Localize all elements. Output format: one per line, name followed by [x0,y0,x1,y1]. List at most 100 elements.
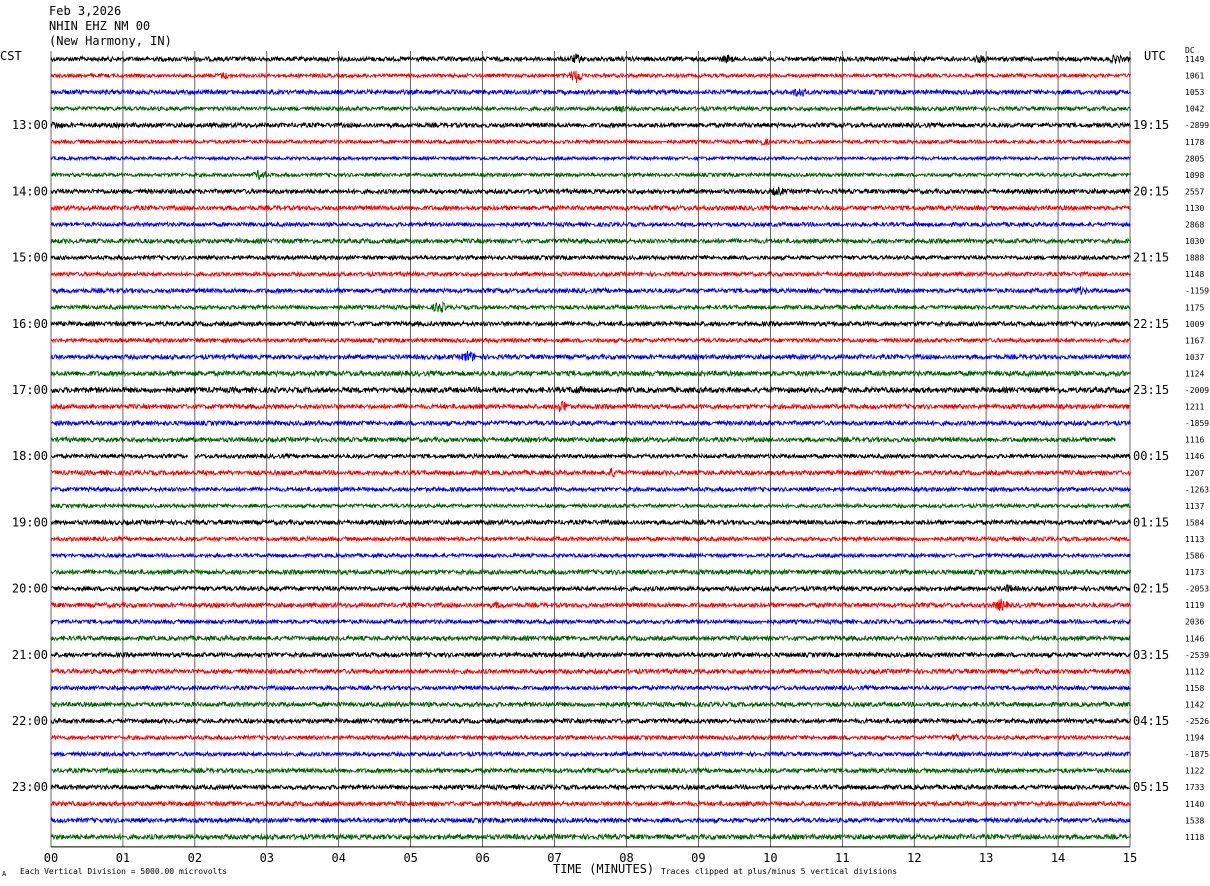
trace-row-25 [50,467,1131,478]
left-timezone: CST [0,49,22,63]
left-hour-label: 13:00 [12,118,48,132]
trace-row-0 [50,53,1131,65]
trace-row-46 [50,816,1131,825]
left-hour-label: 19:00 [12,515,48,529]
dc-value: 2868 [1185,221,1204,230]
trace-row-32 [50,583,1131,593]
dc-value: 1042 [1185,105,1204,114]
dc-value: 1149 [1185,55,1204,64]
trace-row-8 [50,186,1131,197]
trace-row-6 [50,155,1131,162]
dc-value: 1146 [1185,452,1204,461]
plot-date: Feb 3,2026 [49,4,122,18]
trace-row-2 [50,88,1131,98]
trace-row-11 [50,237,1131,245]
dc-value: 2557 [1185,187,1204,196]
hour-labels: 13:00 14:00 15:00 16:00 17:00 18:00 19:00 20:00… [12,118,1169,794]
dc-value: 1146 [1185,634,1204,643]
dc-value: 1030 [1185,237,1204,246]
x-tick-label: 14 [1051,851,1065,865]
right-hour-label: 22:15 [1133,317,1169,331]
dc-value: 1584 [1185,518,1204,527]
trace-row-28 [50,518,1131,527]
x-tick-label: 08 [619,851,633,865]
trace-row-40 [50,717,1131,725]
trace-row-5 [50,138,1131,147]
trace-row-30 [51,551,1131,560]
trace-row-44 [50,783,1131,792]
dc-value: -1875 [1185,750,1209,759]
dc-value: 1178 [1185,138,1204,147]
dc-value: 1538 [1185,816,1204,825]
dc-value: 1122 [1185,767,1204,776]
left-hour-label: 20:00 [12,582,48,596]
trace-row-27 [50,502,1131,510]
dc-value: 1098 [1185,171,1204,180]
minute-gridlines [50,51,1131,848]
trace-row-33 [50,598,1131,611]
clip-note: Traces clipped at plus/minus 5 vertical … [661,867,898,876]
x-tick-label: 05 [403,851,417,865]
trace-row-18 [50,350,1131,362]
trace-row-35 [50,634,1131,643]
right-hour-label: 20:15 [1133,184,1169,198]
trace-row-47 [50,832,1131,841]
trace-row-41 [50,733,1131,742]
dc-value: 1113 [1185,535,1204,544]
x-tick-label: 02 [188,851,202,865]
trace-row-37 [50,667,1131,676]
trace-row-39 [50,700,1131,709]
right-timezone: UTC [1144,49,1166,63]
trace-row-10 [50,220,1131,229]
dc-value: 1148 [1185,270,1204,279]
left-hour-label: 23:00 [12,780,48,794]
dc-value: 1053 [1185,88,1204,97]
dc-value: 1124 [1185,369,1204,378]
dc-value: 1118 [1185,833,1204,842]
dc-value: -1159 [1185,287,1209,296]
dc-value: -2053 [1185,585,1209,594]
dc-value: -2009 [1185,386,1209,395]
trace-row-23 [50,435,1116,444]
trace-row-3 [50,104,1131,113]
dc-value: 1173 [1185,568,1204,577]
dc-value: 1211 [1185,403,1204,412]
dc-value: 2805 [1185,154,1204,163]
dc-value: 1009 [1185,320,1204,329]
x-axis-title: TIME (MINUTES) [553,862,655,876]
right-hour-label: 03:15 [1133,648,1169,662]
right-hour-label: 01:15 [1133,515,1169,529]
trace-row-9 [50,203,1131,212]
trace-row-1 [50,70,1131,84]
dc-value: 1119 [1185,601,1204,610]
left-hour-label: 18:00 [12,449,48,463]
x-tick-label: 12 [907,851,921,865]
trace-row-15 [50,301,1131,313]
x-tick-label: 01 [116,851,130,865]
trace-row-16 [50,319,1131,328]
dc-value: 1167 [1185,336,1204,345]
dc-column-label: DC [1185,46,1195,55]
trace-row-7 [50,169,1131,181]
trace-row-4 [50,121,1131,130]
dc-value: 1207 [1185,469,1204,478]
dc-value: 1112 [1185,667,1204,676]
x-tick-label: 11 [835,851,849,865]
x-tick-label: 04 [332,851,346,865]
dc-value: 1130 [1185,204,1204,213]
dc-value: 1137 [1185,502,1204,511]
dc-value: -2526 [1185,717,1209,726]
trace-row-19 [50,369,1131,378]
trace-row-22 [50,419,1131,428]
x-tick-label: 06 [475,851,489,865]
x-tick-label: 09 [691,851,705,865]
station-code: NHIN EHZ NM 00 [49,19,151,33]
dc-value: 1888 [1185,254,1204,263]
trace-row-12 [50,253,1131,262]
right-hour-label: 19:15 [1133,118,1169,132]
left-hour-label: 17:00 [12,383,48,397]
trace-row-29 [50,535,1131,543]
trace-row-14 [50,286,1131,295]
trace-row-43 [50,766,1131,775]
right-hour-label: 05:15 [1133,780,1169,794]
